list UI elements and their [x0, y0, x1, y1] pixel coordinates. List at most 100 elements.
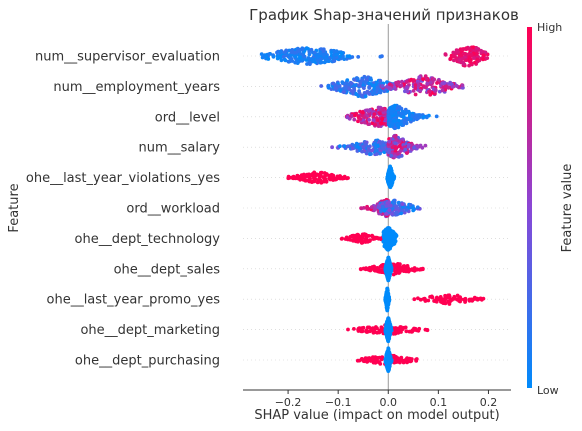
- shap-point: [321, 49, 326, 54]
- shap-point: [271, 54, 276, 59]
- shap-point: [370, 327, 375, 332]
- shap-point: [359, 206, 363, 211]
- shap-point: [367, 92, 372, 96]
- shap-point: [479, 48, 483, 53]
- shap-point: [367, 81, 372, 86]
- y-axis-label: Feature: [7, 183, 22, 232]
- shap-point: [387, 139, 392, 144]
- shap-point: [290, 59, 295, 63]
- feature-label: ord__workload: [126, 202, 220, 217]
- x-tick-label: 0.1: [430, 396, 448, 409]
- x-tick-label: −0.2: [275, 396, 302, 409]
- x-tick-label: −0.1: [325, 396, 352, 409]
- shap-point: [393, 135, 398, 139]
- feature-label: num__employment_years: [53, 80, 220, 95]
- shap-point: [378, 236, 383, 241]
- shap-point: [440, 81, 445, 86]
- shap-point: [355, 145, 360, 149]
- beeswarm-points: [259, 45, 490, 373]
- shap-point: [485, 56, 490, 60]
- feature-label: ohe__dept_marketing: [80, 323, 220, 338]
- feature-label: ord__level: [155, 110, 220, 125]
- shap-point: [386, 256, 390, 260]
- shap-point: [381, 239, 386, 244]
- shap-point: [266, 57, 271, 61]
- shap-point: [359, 267, 363, 272]
- shap-point: [324, 179, 329, 184]
- shap-point: [469, 52, 474, 57]
- shap-point: [361, 110, 365, 115]
- shap-point: [404, 208, 409, 212]
- shap-point: [386, 368, 391, 372]
- shap-point: [322, 53, 326, 58]
- shap-point: [439, 299, 444, 304]
- shap-point: [378, 362, 383, 366]
- shap-point: [404, 79, 409, 84]
- shap-point: [366, 239, 370, 244]
- shap-point: [380, 84, 385, 88]
- shap-point: [349, 234, 354, 239]
- shap-point: [459, 53, 464, 58]
- shap-point: [315, 58, 320, 63]
- shap-point: [392, 118, 397, 122]
- shap-point: [275, 50, 279, 55]
- shap-point: [438, 295, 443, 299]
- shap-point: [381, 230, 386, 235]
- shap-point: [352, 117, 357, 122]
- shap-point: [308, 62, 312, 66]
- shap-point: [481, 57, 485, 61]
- shap-point: [303, 175, 307, 180]
- shap-point: [353, 113, 357, 118]
- shap-point: [345, 237, 350, 242]
- shap-point: [386, 361, 390, 365]
- shap-point: [395, 123, 400, 127]
- shap-point: [356, 83, 361, 88]
- shap-point: [427, 89, 431, 94]
- shap-point: [338, 144, 342, 149]
- shap-point: [387, 208, 392, 212]
- shap-point: [366, 268, 371, 272]
- shap-point: [413, 86, 418, 90]
- shap-point: [388, 169, 393, 174]
- shap-point: [412, 297, 417, 302]
- shap-point: [346, 82, 351, 87]
- shap-point: [475, 297, 480, 302]
- shap-point: [377, 269, 382, 274]
- shap-point: [385, 301, 390, 306]
- shap-point: [380, 263, 385, 267]
- shap-point: [408, 203, 413, 207]
- shap-point: [467, 298, 472, 302]
- shap-point: [405, 267, 409, 272]
- shap-point: [392, 154, 397, 159]
- shap-point: [481, 53, 486, 58]
- shap-point: [363, 267, 368, 272]
- shap-point: [394, 355, 398, 359]
- shap-point: [356, 55, 361, 59]
- shap-point: [399, 111, 404, 116]
- shap-point: [376, 124, 381, 128]
- shap-point: [345, 54, 350, 59]
- shap-point: [472, 56, 476, 60]
- shap-point: [319, 60, 324, 65]
- shap-point: [342, 90, 346, 94]
- feature-label: num__salary: [139, 141, 221, 156]
- shap-point: [444, 84, 448, 89]
- shap-point: [399, 355, 404, 360]
- shap-point: [457, 58, 462, 62]
- shap-point: [401, 205, 405, 209]
- shap-point: [412, 145, 416, 150]
- shap-point: [448, 80, 453, 85]
- shap-point: [372, 90, 377, 94]
- shap-point: [421, 115, 426, 119]
- shap-point: [371, 118, 376, 122]
- shap-point: [478, 296, 483, 301]
- shap-point: [411, 89, 416, 93]
- shap-point: [393, 327, 398, 332]
- shap-point: [286, 176, 291, 181]
- shap-point: [311, 171, 316, 176]
- shap-point: [393, 126, 398, 130]
- shap-point: [454, 84, 459, 88]
- shap-point: [369, 152, 373, 156]
- shap-point: [397, 139, 402, 144]
- shap-point: [398, 325, 403, 329]
